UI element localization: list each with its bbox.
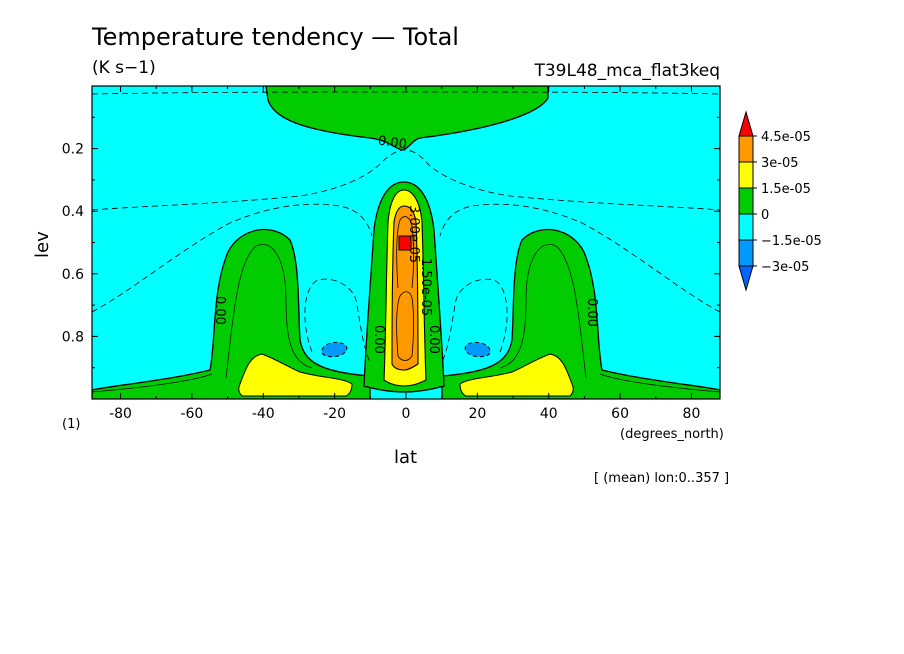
y-units: (1) [62,417,80,432]
colorbar-label: −1.5e-05 [761,234,822,249]
x-tick-label: -20 [323,406,346,422]
x-axis: -80 -60 -40 -20 0 20 40 60 80 [109,86,700,422]
right-yellow-patch [459,353,574,397]
chart-units: (K s−1) [92,58,156,78]
plot-area: 0.00 0.00 0.00 0.00 0.00 1.50e-05 3.00e-… [92,86,720,399]
dashed-negative-contour [92,91,720,95]
colorbar-label: 0 [761,208,769,223]
colorbar-segment [738,135,754,163]
left-contour-line [225,244,313,379]
central-inner-contour [396,216,414,289]
colorbar-label: 1.5e-05 [761,182,811,197]
colorbar-label: 4.5e-05 [761,130,811,145]
dashed-negative-contour [441,278,508,363]
dashed-negative-contour [439,203,720,313]
colorbar-segment [738,161,754,189]
contour-labels: 0.00 0.00 0.00 0.00 0.00 1.50e-05 3.00e-… [212,134,599,354]
contour-label-3e-05: 3.00e-05 [406,205,421,263]
y-axis-label: lev [32,231,53,258]
x-tick-label: 20 [468,406,486,422]
dashed-negative-contour [304,278,371,363]
contour-label-0-center-right: 0.00 [426,325,441,354]
y-axis: 0.2 0.4 0.6 0.8 [62,116,720,400]
x-tick-label: -80 [109,406,132,422]
colorbar-label: −3e-05 [761,260,809,275]
dashed-negative-contour [92,149,720,211]
left-yellow-patch [238,353,353,397]
chart-title: Temperature tendency — Total [91,23,459,51]
x-axis-label: lat [394,447,417,468]
right-contour-line [499,244,587,379]
left-negative-patch [321,341,348,358]
right-positive-lobe [441,228,720,399]
y-tick-label: 0.6 [62,267,84,283]
colorbar-label: 3e-05 [761,156,799,171]
footnote: [ (mean) lon:0..357 ] [594,471,729,486]
x-units: (degrees_north) [620,427,724,442]
colorbar: 4.5e-05 3e-05 1.5e-05 0 −1.5e-05 −3e-05 [738,110,822,292]
colorbar-segment [738,239,754,267]
experiment-label: T39L48_mca_flat3keq [533,61,720,81]
y-tick-label: 0.2 [62,142,84,158]
x-tick-label: 60 [611,406,629,422]
colorbar-segment [738,187,754,215]
y-tick-label: 0.4 [62,204,84,220]
left-contour-line [92,373,213,393]
central-inner-contour [396,291,414,361]
x-tick-label: 40 [540,406,558,422]
dashed-negative-contour [92,203,373,313]
right-contour-line [599,373,720,393]
x-tick-label: -40 [252,406,275,422]
y-tick-label: 0.8 [62,329,84,345]
contour-label-0-left: 0.00 [212,296,227,325]
contour-label-1.5e-05: 1.50e-05 [418,258,433,316]
contour-label-0-right: 0.00 [584,298,599,327]
contour-label-0-top: 0.00 [377,134,408,153]
contour-label-0-center-left: 0.00 [371,325,386,354]
central-red-cell [398,235,412,251]
colorbar-segment [738,213,754,241]
colorbar-bottom-arrow [738,265,754,292]
left-positive-lobe [92,228,371,399]
x-tick-label: 80 [683,406,701,422]
x-tick-label: -60 [180,406,203,422]
colorbar-top-arrow [738,110,754,137]
x-tick-label: 0 [402,406,411,422]
right-negative-patch [464,341,491,358]
